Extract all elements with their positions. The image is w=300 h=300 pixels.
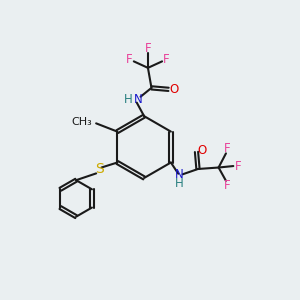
Text: F: F xyxy=(163,53,170,66)
Text: O: O xyxy=(170,83,179,96)
Text: CH₃: CH₃ xyxy=(72,118,92,128)
Text: S: S xyxy=(95,162,103,176)
Text: F: F xyxy=(145,42,151,55)
Text: F: F xyxy=(224,142,231,155)
Text: F: F xyxy=(234,160,241,172)
Text: N: N xyxy=(175,168,184,181)
Text: F: F xyxy=(224,179,231,192)
Text: H: H xyxy=(175,177,184,190)
Text: O: O xyxy=(198,144,207,157)
Text: N: N xyxy=(134,93,142,106)
Text: F: F xyxy=(126,53,133,66)
Text: H: H xyxy=(124,93,133,106)
